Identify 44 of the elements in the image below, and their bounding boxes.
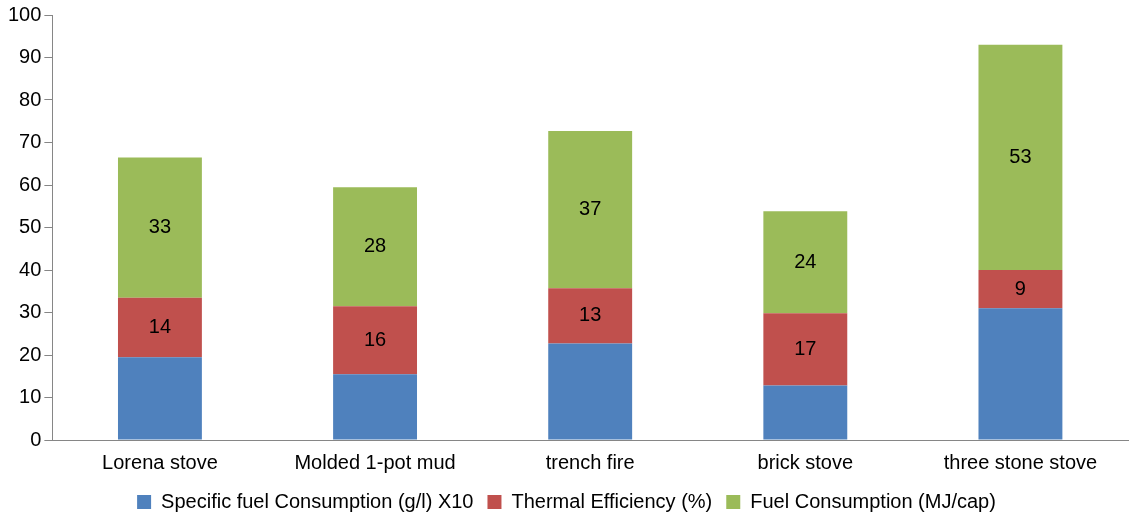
bar: [333, 187, 418, 307]
bar: [548, 343, 633, 440]
data-label: 17: [794, 336, 817, 359]
bar: [117, 357, 202, 440]
y-tick-label: 0: [30, 427, 42, 450]
x-tick-label: three stone stove: [943, 450, 1098, 473]
legend-label: Specific fuel Consumption (g/l) X10: [161, 489, 474, 512]
x-tick-label: brick stove: [757, 450, 854, 473]
data-label: 28: [363, 234, 387, 257]
data-label: 33: [148, 215, 172, 238]
bar: [763, 385, 848, 440]
y-tick-label: 40: [19, 257, 42, 280]
bar: [978, 270, 1063, 309]
data-label: 9: [1014, 276, 1026, 299]
bar: [763, 211, 848, 314]
bar: [978, 44, 1063, 270]
y-tick-label: 90: [19, 45, 42, 68]
bar: [548, 131, 633, 289]
y-tick-label: 50: [19, 215, 42, 238]
y-tick-label: 20: [19, 342, 42, 365]
data-label: 13: [579, 303, 602, 326]
x-tick-label: Molded 1-pot mud: [294, 450, 456, 473]
bar: [117, 157, 202, 298]
y-tick-label: 60: [19, 172, 42, 195]
bar: [333, 306, 418, 375]
data-label: 53: [1009, 144, 1032, 167]
data-label: 16: [363, 327, 387, 350]
legend-label: Thermal Efficiency (%): [511, 489, 713, 512]
y-tick-label: 70: [19, 130, 42, 153]
bar: [333, 374, 418, 440]
data-label: 37: [579, 197, 602, 220]
x-tick-label: Lorena stove: [102, 450, 218, 473]
y-tick-label: 10: [19, 385, 42, 408]
x-tick-label: trench fire: [545, 450, 635, 473]
y-tick-label: 30: [19, 300, 42, 323]
bar: [978, 308, 1063, 440]
bar: [117, 297, 202, 358]
bar: [763, 313, 848, 386]
legend-label: Fuel Consumption (MJ/cap): [750, 489, 996, 512]
bar: [548, 288, 633, 344]
y-tick-label: 80: [19, 87, 42, 110]
data-label: 14: [148, 314, 172, 337]
data-label: 24: [794, 249, 817, 272]
y-tick-label: 100: [7, 2, 42, 25]
